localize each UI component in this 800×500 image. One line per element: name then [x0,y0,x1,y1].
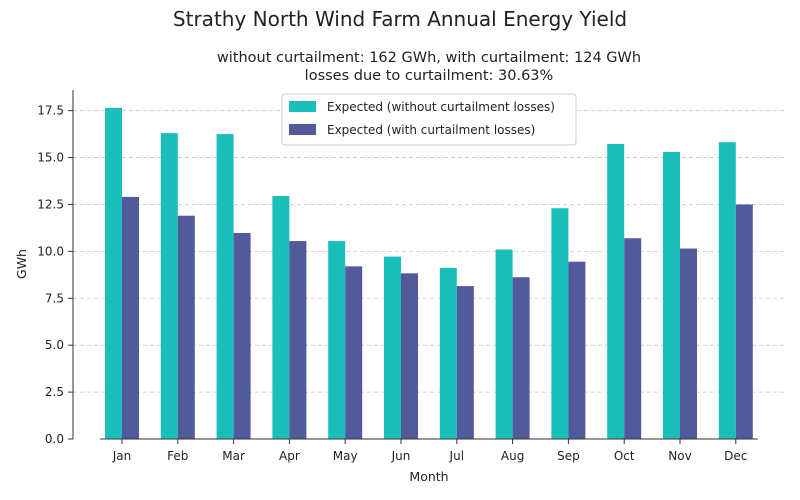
legend: Expected (without curtailment losses) Ex… [281,93,577,146]
y-tick-labels: 0.0 2.5 5.0 7.5 10.0 12.5 15.0 17.5 [37,104,73,446]
x-tick-label-nov: Nov [668,449,691,463]
bar-with-curtailment-jan [122,196,139,439]
x-tick-label-jul: Jul [449,449,464,463]
bar-without-curtailment-apr [272,196,290,439]
x-tick-label-jan: Jan [112,449,132,463]
x-tick-label-mar: Mar [222,449,245,463]
x-tick-label-may: May [333,449,358,463]
bar-without-curtailment-jan [105,107,122,440]
bar-with-curtailment-apr [289,241,307,439]
x-tick-label-dec: Dec [724,449,747,463]
y-axis-label: GWh [14,249,29,279]
bar-without-curtailment-sep [551,208,569,439]
bar-without-curtailment-jul [439,267,457,439]
chart-subtitle-line-1: without curtailment: 162 GWh, with curta… [217,50,641,66]
legend-swatch-with-curtailment [289,124,316,135]
legend-box [281,93,577,146]
y-tick-label: 17.5 [37,104,64,118]
x-tick-label-jun: Jun [391,449,411,463]
y-tick-label: 10.0 [37,244,64,258]
bar-without-curtailment-may [328,241,346,439]
y-tick-label: 5.0 [45,338,64,352]
bar-without-curtailment-dec [718,142,736,440]
chart-title: Strathy North Wind Farm Annual Energy Yi… [173,7,627,31]
x-axis-label: Month [409,469,448,484]
bar-without-curtailment-feb [160,133,178,439]
x-tick-label-oct: Oct [614,449,635,463]
y-tick-label: 2.5 [45,385,64,399]
bar-with-curtailment-may [345,266,363,439]
bar-with-curtailment-jun [401,273,418,439]
bar-with-curtailment-feb [177,215,195,439]
bar-with-curtailment-oct [624,238,642,439]
bar-with-curtailment-mar [233,232,251,439]
bar-with-curtailment-nov [680,248,697,439]
x-tick-label-apr: Apr [279,449,300,463]
legend-label-without-curtailment: Expected (without curtailment losses) [327,100,555,114]
axes [72,90,758,440]
chart-subtitle-line-2: losses due to curtailment: 30.63% [305,68,554,84]
bar-with-curtailment-sep [568,261,586,439]
bar-without-curtailment-oct [607,144,625,440]
y-tick-label: 15.0 [37,151,64,165]
bar-with-curtailment-jul [456,286,474,439]
y-tick-label: 7.5 [45,291,64,305]
x-tick-labels: Jan Feb Mar Apr May Jun Jul Aug Sep Oct Nov Dec [112,439,747,463]
x-tick-label-aug: Aug [501,449,524,463]
legend-label-with-curtailment: Expected (with curtailment losses) [327,123,535,137]
y-tick-label: 0.0 [45,432,64,446]
legend-swatch-without-curtailment [289,101,316,112]
bar-without-curtailment-mar [216,134,234,439]
bar-without-curtailment-jun [384,256,401,439]
bars [105,107,753,440]
x-tick-label-sep: Sep [557,449,580,463]
bar-with-curtailment-aug [512,277,530,439]
x-tick-label-feb: Feb [167,449,188,463]
bar-with-curtailment-dec [735,204,753,439]
bar-without-curtailment-aug [495,249,513,439]
bar-without-curtailment-nov [663,151,680,439]
y-tick-label: 12.5 [37,197,64,211]
